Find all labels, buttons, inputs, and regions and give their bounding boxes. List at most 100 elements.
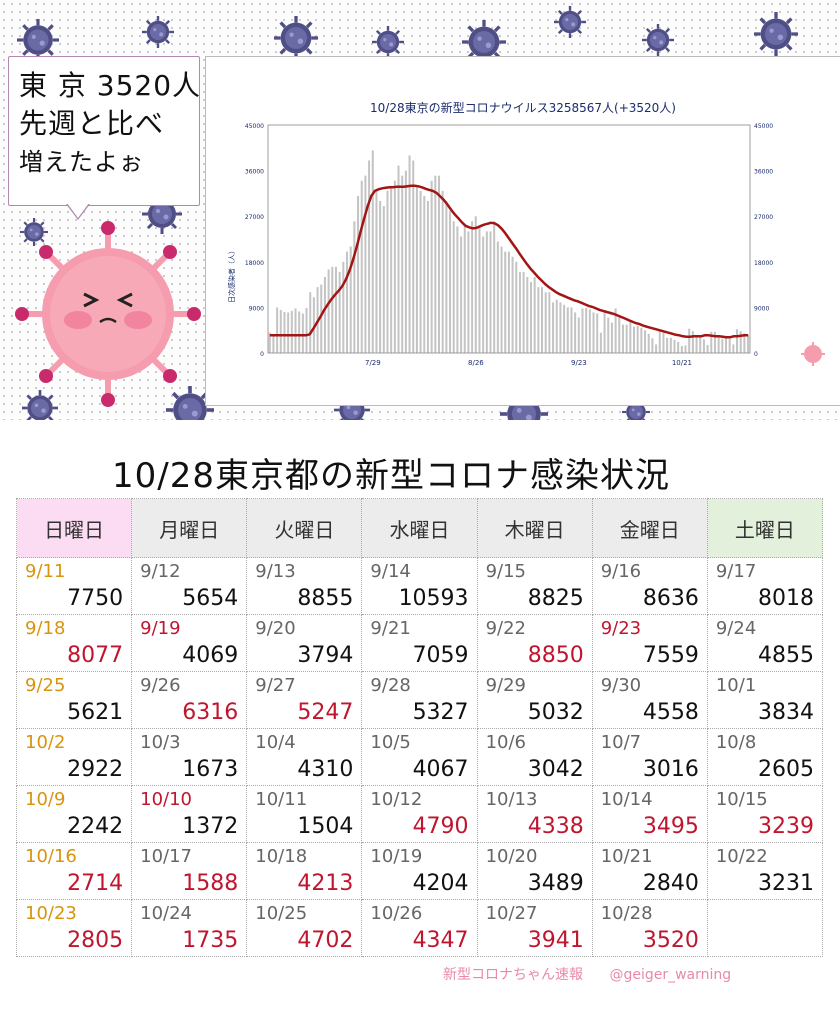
cell-date: 10/8: [715, 732, 757, 753]
daily-case-bar: [375, 190, 378, 353]
day-cell: 10/9 2242: [15, 785, 133, 843]
cell-date: 10/7: [600, 732, 642, 753]
daily-case-bar: [371, 150, 374, 353]
daily-case-bar: [537, 287, 540, 353]
daily-case-bar: [640, 327, 643, 353]
daily-case-bar: [607, 317, 610, 353]
cell-date: 9/13: [255, 561, 296, 582]
chart-panel: 10/28東京の新型コロナウイルス3258567人(+3520人) 0 0 9000…: [205, 56, 840, 406]
daily-case-bar: [574, 312, 577, 353]
daily-case-bar: [471, 221, 474, 353]
cell-count: 4347: [412, 928, 469, 953]
weekly-case-table: 日曜日 月曜日 火曜日 水曜日 木曜日 金曜日 土曜日 9/11 7750 9/12…: [15, 498, 824, 957]
cell-date: 10/25: [255, 903, 308, 924]
daily-case-bar: [338, 271, 341, 353]
daily-case-bar: [651, 338, 654, 353]
cell-date: 9/17: [715, 561, 757, 582]
daily-case-bar: [614, 308, 617, 353]
cell-count: 4213: [297, 871, 354, 896]
daily-case-bar: [460, 236, 463, 353]
day-cell: 10/20 3489: [476, 842, 593, 900]
cell-date: 9/26: [140, 675, 181, 696]
y-tick-label-left: 0: [260, 351, 264, 358]
virus-icon: [15, 17, 61, 63]
daily-case-bar: [559, 302, 562, 353]
daily-case-bar: [382, 206, 385, 353]
daily-case-bar: [305, 307, 308, 353]
day-cell: 10/4 4310: [246, 728, 363, 786]
daily-case-bar: [287, 312, 290, 353]
daily-case-bar: [412, 160, 415, 353]
day-cell: 9/17 8018: [706, 557, 824, 615]
day-cell: [706, 899, 824, 957]
cell-date: 10/27: [485, 903, 538, 924]
day-cell: 9/27 5247: [246, 671, 363, 729]
daily-case-bar: [548, 292, 551, 353]
cell-date: 10/12: [370, 789, 423, 810]
cell-date: 10/5: [370, 732, 411, 753]
daily-case-bar: [702, 339, 705, 353]
y-tick-label-right: 36000: [754, 169, 773, 176]
cell-date: 9/28: [370, 675, 411, 696]
y-tick-label-right: 27000: [754, 214, 773, 221]
daily-case-bar: [353, 221, 356, 353]
day-cell: 10/5 4067: [361, 728, 478, 786]
day-cell: 9/20 3794: [246, 614, 363, 672]
daily-case-bar: [552, 302, 555, 353]
daily-case-bar: [596, 313, 599, 353]
cell-count: 7750: [67, 586, 124, 611]
daily-case-bar: [732, 344, 735, 353]
cell-date: 10/16: [25, 846, 77, 867]
day-cell: 10/8 2605: [706, 728, 824, 786]
cell-date: 10/14: [600, 789, 653, 810]
cell-date: 9/27: [255, 675, 296, 696]
daily-case-bar: [467, 231, 470, 353]
table-row: 9/11 7750 9/12 5654 9/13 8855 9/14 10593 9/15 882…: [15, 557, 824, 615]
day-cell: 9/18 8077: [15, 614, 133, 672]
y-tick-label-right: 45000: [754, 123, 773, 130]
daily-case-bar: [621, 324, 624, 353]
daily-case-bar: [721, 338, 724, 353]
cell-date: 9/30: [600, 675, 642, 696]
day-cell: 10/25 4702: [246, 899, 363, 957]
main-title: 10/28東京都の新型コロナ感染状況: [112, 456, 670, 496]
daily-case-bar: [290, 310, 293, 353]
daily-case-bar: [327, 269, 330, 353]
table-row: 10/16 2714 10/17 1588 10/18 4213 10/19 4204 10/2…: [15, 842, 824, 900]
cell-count: 8850: [527, 643, 584, 668]
cell-date: 9/14: [370, 561, 411, 582]
cell-count: 3016: [642, 757, 699, 782]
bubble-tail-inner: [67, 203, 89, 218]
cell-count: 8636: [642, 586, 699, 611]
daily-case-bar: [346, 251, 349, 353]
daily-case-bar: [522, 271, 525, 353]
cell-count: 4855: [758, 643, 814, 668]
daily-case-bar: [636, 326, 639, 353]
day-cell: 10/18 4213: [246, 842, 363, 900]
cell-date: 10/1: [715, 675, 757, 696]
daily-case-bar: [449, 211, 452, 353]
daily-case-bar: [415, 185, 418, 353]
daily-case-bar: [504, 251, 507, 353]
day-cell: 9/12 5654: [131, 557, 248, 615]
daily-case-bar: [710, 331, 713, 353]
daily-case-bar: [647, 333, 650, 353]
chart-title: 10/28東京の新型コロナウイルス3258567人(+3520人): [370, 101, 676, 115]
cell-date: 10/28: [600, 903, 653, 924]
daily-case-bar: [533, 277, 536, 353]
day-cell: 9/15 8825: [476, 557, 593, 615]
daily-case-bar: [320, 284, 323, 353]
daily-case-bar: [680, 345, 683, 353]
day-cell: 9/13 8855: [246, 557, 363, 615]
cell-date: 10/13: [485, 789, 538, 810]
day-cell: 10/15 3239: [706, 785, 824, 843]
cell-date: 9/16: [600, 561, 642, 582]
cell-date: 10/21: [600, 846, 653, 867]
daily-case-bar: [390, 185, 393, 353]
daily-case-bar: [357, 195, 360, 353]
daily-case-bar: [511, 256, 514, 353]
daily-case-bar: [739, 331, 742, 353]
daily-case-bar: [474, 216, 477, 353]
y-tick-label-right: 0: [754, 351, 758, 358]
day-cell: 10/10 1372: [131, 785, 248, 843]
